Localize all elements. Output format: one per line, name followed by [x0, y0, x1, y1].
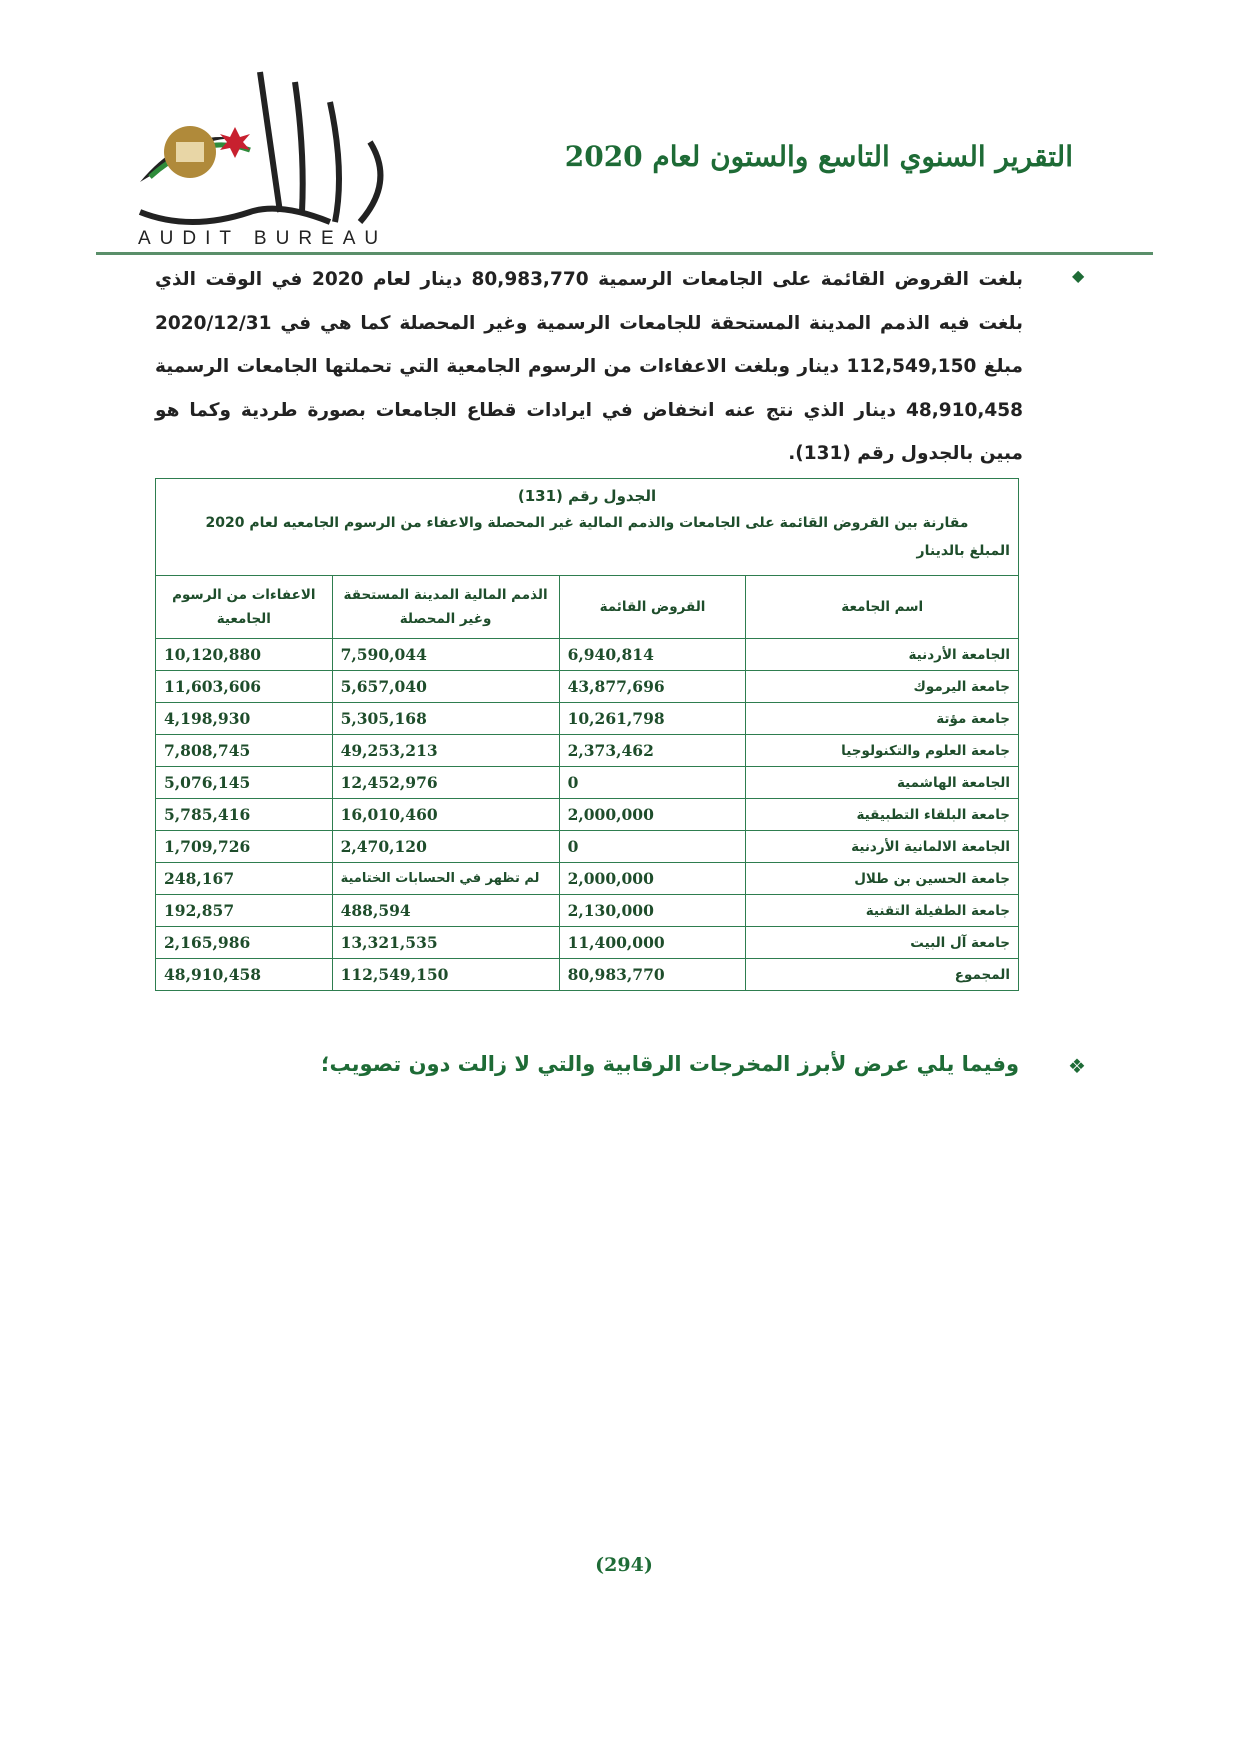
amount-cell: 12,452,976 [331, 766, 560, 799]
diamond-bullet-icon: ◆ [1072, 266, 1085, 285]
university-name: جامعة البلقاء التطبيقية [745, 798, 1019, 831]
column-header: القروض القائمة [558, 575, 747, 639]
comparison-table: الجدول رقم (131) مقارنة بين القروض القائ… [155, 478, 1019, 991]
amount-cell: 5,657,040 [331, 670, 560, 703]
amount-cell: 7,590,044 [331, 638, 560, 671]
university-name: جامعة الطفيلة التقنية [745, 894, 1019, 927]
page-number: (294) [595, 1554, 653, 1576]
table-row: جامعة آل البيت 11,400,000 13,321,535 2,165,… [155, 926, 1019, 959]
amount-cell: 16,010,460 [331, 798, 560, 831]
amount-cell: 5,305,168 [331, 702, 560, 735]
amount-cell: 0 [558, 830, 747, 863]
amount-cell: 2,470,120 [331, 830, 560, 863]
header-divider [96, 252, 1153, 255]
amount-cell: 13,321,535 [331, 926, 560, 959]
table-row: الجامعة الهاشمية 0 12,452,976 5,076,145 [155, 766, 1019, 799]
university-name: جامعة العلوم والتكنولوجيا [745, 734, 1019, 767]
report-title: التقرير السنوي التاسع والستون لعام 2020 [564, 140, 1073, 173]
table-row: جامعة العلوم والتكنولوجيا 2,373,462 49,253… [155, 734, 1019, 767]
university-name: جامعة الحسين بن طلال [745, 862, 1019, 895]
university-name: جامعة اليرموك [745, 670, 1019, 703]
audit-bureau-logo [138, 71, 384, 225]
column-header: الذمم المالية المدينة المستحقة وغير المح… [331, 575, 560, 639]
table-unit: المبلغ بالدينار [916, 543, 1010, 559]
table-row: المجموع 80,983,770 112,549,150 48,910,458 [155, 958, 1019, 991]
table-row: جامعة الطفيلة التقنية 2,130,000 488,594 192… [155, 894, 1019, 927]
amount-cell: 5,076,145 [155, 766, 333, 799]
amount-cell: 488,594 [331, 894, 560, 927]
amount-cell: 2,373,462 [558, 734, 747, 767]
summary-paragraph: بلغت القروض القائمة على الجامعات الرسمية… [155, 269, 1024, 464]
amount-cell: 192,857 [155, 894, 333, 927]
amount-cell: 112,549,150 [331, 958, 560, 991]
table-title: مقارنة بين القروض القائمة على الجامعات و… [205, 515, 969, 531]
logo-text-en: AUDIT BUREAU [138, 228, 388, 249]
amount-cell: 5,785,416 [155, 798, 333, 831]
university-name: الجامعة الهاشمية [745, 766, 1019, 799]
university-name: جامعة مؤتة [745, 702, 1019, 735]
column-header: الاعفاءات من الرسوم الجامعية [155, 575, 333, 639]
amount-cell: 11,603,606 [155, 670, 333, 703]
amount-cell: 6,940,814 [558, 638, 747, 671]
amount-cell: 80,983,770 [558, 958, 747, 991]
amount-cell: لم تظهر في الحسابات الختامية [331, 862, 560, 895]
table-row: جامعة الحسين بن طلال 2,000,000 لم تظهر في … [155, 862, 1019, 895]
amount-cell: 2,000,000 [558, 798, 747, 831]
column-header: اسم الجامعة [745, 575, 1019, 639]
table-row: الجامعة الأردنية 6,940,814 7,590,044 10,120… [155, 638, 1019, 671]
amount-cell: 1,709,726 [155, 830, 333, 863]
amount-cell: 10,261,798 [558, 702, 747, 735]
closing-heading: وفيما يلي عرض لأبرز المخرجات الرقابية وا… [321, 1052, 1019, 1076]
table-row: جامعة البلقاء التطبيقية 2,000,000 16,010,4… [155, 798, 1019, 831]
university-name: جامعة آل البيت [745, 926, 1019, 959]
table-number: الجدول رقم (131) [517, 487, 657, 505]
table-caption: الجدول رقم (131) مقارنة بين القروض القائ… [155, 478, 1019, 576]
university-name: الجامعة الأردنية [745, 638, 1019, 671]
amount-cell: 248,167 [155, 862, 333, 895]
university-name: المجموع [745, 958, 1019, 991]
table-row: جامعة مؤتة 10,261,798 5,305,168 4,198,930 [155, 702, 1019, 735]
amount-cell: 2,000,000 [558, 862, 747, 895]
amount-cell: 4,198,930 [155, 702, 333, 735]
table-row: جامعة اليرموك 43,877,696 5,657,040 11,603,6… [155, 670, 1019, 703]
amount-cell: 7,808,745 [155, 734, 333, 767]
amount-cell: 0 [558, 766, 747, 799]
amount-cell: 2,130,000 [558, 894, 747, 927]
university-name: الجامعة الالمانية الأردنية [745, 830, 1019, 863]
amount-cell: 11,400,000 [558, 926, 747, 959]
amount-cell: 49,253,213 [331, 734, 560, 767]
four-diamonds-bullet-icon: ❖ [1068, 1054, 1086, 1078]
amount-cell: 48,910,458 [155, 958, 333, 991]
table-row: الجامعة الالمانية الأردنية 0 2,470,120 1,70… [155, 830, 1019, 863]
amount-cell: 43,877,696 [558, 670, 747, 703]
amount-cell: 10,120,880 [155, 638, 333, 671]
amount-cell: 2,165,986 [155, 926, 333, 959]
